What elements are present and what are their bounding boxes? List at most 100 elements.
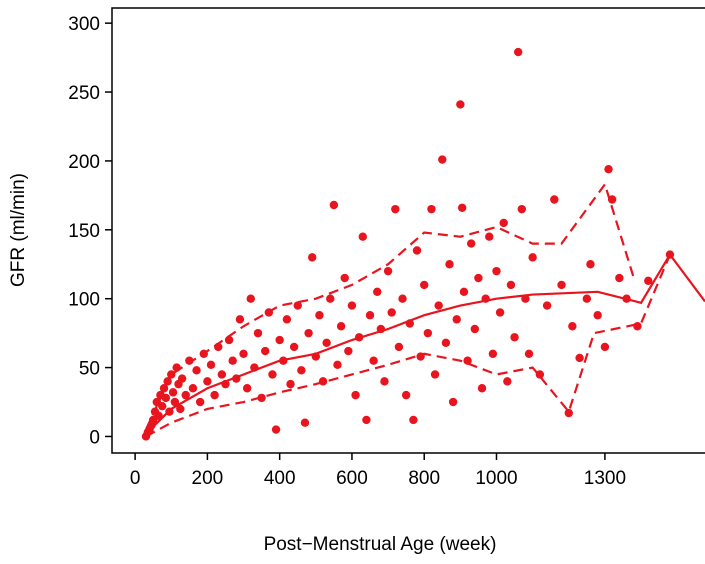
- data-point: [261, 346, 270, 356]
- data-point: [206, 360, 216, 370]
- data-point: [456, 100, 465, 109]
- data-point: [416, 352, 425, 361]
- data-point: [452, 315, 461, 324]
- data-point: [593, 311, 602, 320]
- y-tick-label: 250: [68, 83, 100, 104]
- data-point: [550, 195, 559, 204]
- data-point: [165, 407, 174, 416]
- data-point: [271, 425, 281, 434]
- data-point: [176, 404, 185, 414]
- percentile-line: [145, 254, 671, 438]
- data-point: [510, 333, 519, 342]
- data-point: [192, 366, 201, 375]
- data-point: [434, 301, 443, 310]
- data-point: [239, 349, 248, 359]
- x-tick-label: 0: [130, 468, 141, 489]
- data-point: [644, 276, 653, 285]
- data-point: [503, 377, 512, 386]
- data-point: [542, 301, 552, 310]
- data-point: [474, 273, 483, 283]
- x-tick-label: 200: [192, 468, 224, 489]
- data-point: [163, 377, 172, 386]
- data-point: [391, 204, 400, 214]
- data-point: [195, 397, 205, 407]
- data-point: [279, 356, 288, 365]
- percentile-line: [144, 181, 635, 431]
- data-point: [311, 352, 321, 361]
- data-point: [159, 384, 169, 393]
- data-point: [161, 393, 171, 403]
- data-point: [181, 390, 190, 400]
- data-point: [167, 370, 176, 379]
- data-point: [210, 390, 219, 400]
- data-point: [477, 384, 487, 393]
- data-point: [506, 280, 516, 290]
- data-point: [154, 411, 163, 421]
- x-tick-label: 800: [408, 468, 440, 489]
- data-point: [423, 328, 433, 338]
- data-point: [282, 315, 292, 324]
- data-point: [170, 397, 180, 407]
- data-point: [304, 328, 313, 338]
- data-point: [445, 260, 454, 269]
- data-point: [289, 342, 299, 352]
- data-point: [665, 250, 675, 259]
- data-point: [365, 311, 375, 320]
- data-point: [492, 266, 501, 276]
- data-point: [185, 356, 194, 365]
- data-point: [481, 294, 490, 303]
- data-point: [315, 311, 324, 320]
- data-point: [457, 203, 467, 212]
- data-point: [615, 273, 624, 283]
- data-point: [463, 356, 472, 365]
- y-axis-label: GFR (ml/min): [8, 173, 29, 287]
- data-point: [232, 374, 241, 383]
- data-point: [336, 322, 346, 331]
- data-point: [459, 287, 469, 297]
- data-point: [568, 322, 577, 331]
- data-point: [528, 253, 537, 262]
- data-point: [322, 338, 331, 347]
- data-point: [297, 366, 306, 375]
- y-tick-label: 300: [68, 14, 100, 35]
- data-point: [158, 401, 167, 411]
- data-point: [401, 390, 411, 400]
- data-point: [347, 301, 357, 310]
- y-tick-label: 100: [68, 290, 100, 311]
- data-point: [575, 353, 584, 363]
- data-point: [517, 204, 526, 214]
- data-point: [203, 377, 212, 386]
- data-point: [228, 356, 237, 365]
- data-point: [177, 374, 187, 383]
- data-point: [286, 379, 295, 389]
- data-point: [466, 239, 476, 248]
- x-tick-label: 1300: [584, 468, 626, 489]
- data-point: [535, 370, 545, 379]
- data-point: [268, 370, 277, 379]
- data-point: [604, 164, 613, 174]
- data-point: [387, 308, 396, 317]
- y-tick-label: 200: [68, 152, 100, 173]
- x-axis-label: Post−Menstrual Age (week): [264, 534, 497, 555]
- data-point: [495, 308, 505, 317]
- data-point: [351, 390, 360, 400]
- data-point: [622, 294, 631, 303]
- x-tick-label: 1000: [475, 468, 517, 489]
- data-point: [250, 363, 259, 372]
- data-point: [358, 232, 367, 241]
- data-point: [470, 324, 480, 334]
- data-point: [199, 349, 208, 359]
- data-point: [383, 266, 393, 276]
- data-point: [242, 384, 252, 393]
- data-point: [420, 280, 429, 290]
- data-point: [398, 294, 407, 303]
- data-point: [354, 333, 364, 342]
- data-point: [326, 294, 335, 303]
- data-point: [488, 349, 498, 359]
- frame: [111, 7, 705, 454]
- x-tick-label: 600: [336, 468, 368, 489]
- data-point: [586, 260, 595, 269]
- data-point: [172, 363, 181, 372]
- data-point: [564, 408, 573, 418]
- data-point: [217, 370, 227, 379]
